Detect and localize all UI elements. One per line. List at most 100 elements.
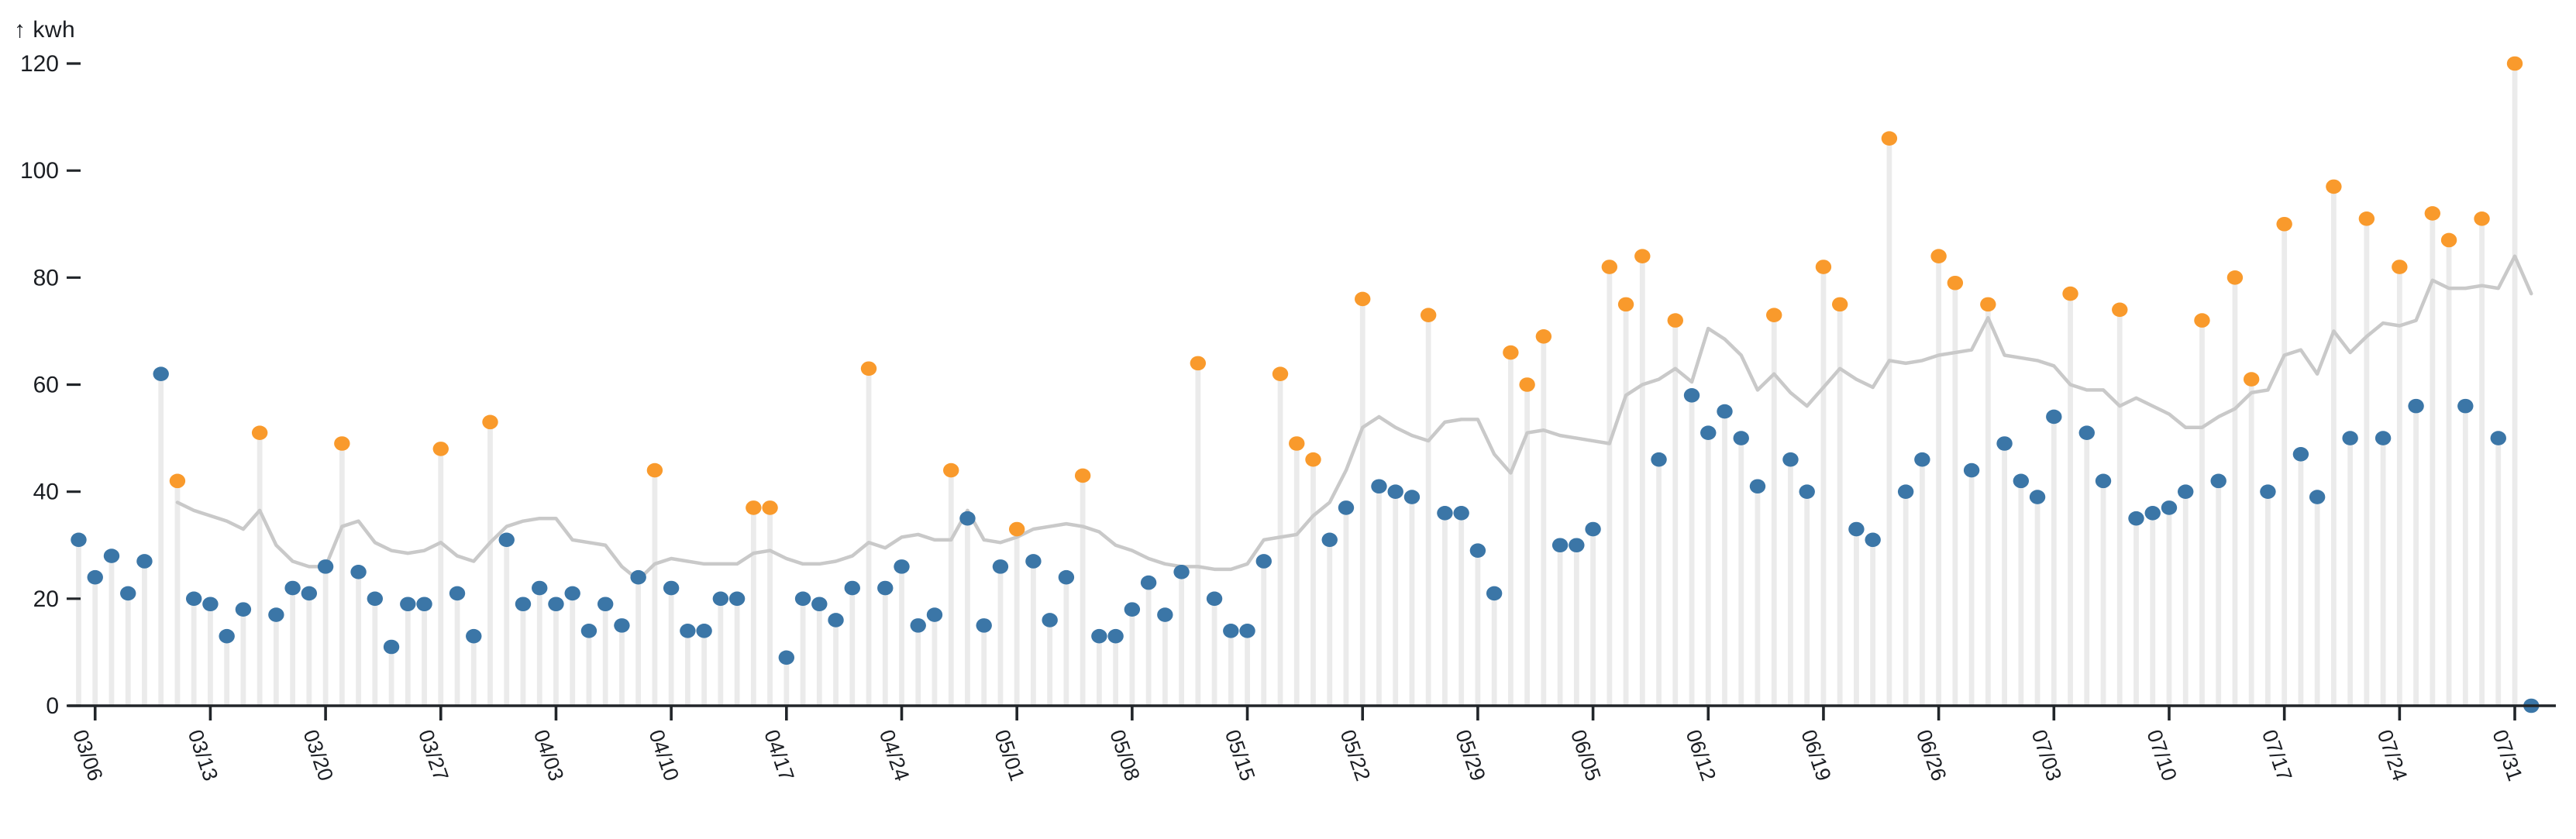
- high-usage-dot: [1420, 308, 1437, 322]
- high-usage-dot: [482, 414, 498, 430]
- daily-usage-dot: [1140, 575, 1157, 590]
- daily-usage-dot: [1569, 538, 1585, 553]
- high-usage-dot: [251, 425, 268, 440]
- daily-usage-dot: [515, 597, 532, 612]
- daily-usage-dot: [2029, 490, 2046, 504]
- high-usage-dot: [943, 462, 959, 478]
- daily-usage-dot: [498, 532, 515, 548]
- high-usage-dot: [1617, 297, 1634, 312]
- daily-usage-dot: [926, 607, 943, 622]
- daily-usage-dot: [1717, 404, 1733, 419]
- x-tick-label: 07/03: [2027, 727, 2066, 784]
- x-tick-label: 05/01: [990, 727, 1029, 784]
- daily-usage-dot: [2457, 398, 2474, 414]
- x-tick-label: 06/05: [1566, 727, 1605, 784]
- daily-usage-dot: [2046, 409, 2062, 425]
- high-usage-dot: [762, 500, 778, 515]
- daily-usage-dot: [532, 580, 548, 596]
- high-usage-dot: [1305, 452, 1321, 467]
- daily-usage-dot: [811, 597, 828, 612]
- daily-usage-dot: [1453, 506, 1469, 521]
- daily-usage-dot: [466, 628, 482, 644]
- daily-usage-dot: [71, 532, 87, 548]
- daily-usage-dot: [1107, 628, 1124, 644]
- daily-usage-dot: [1865, 532, 1881, 548]
- daily-usage-dot: [2309, 490, 2326, 504]
- daily-usage-dot: [1239, 623, 1255, 638]
- daily-usage-dot: [828, 613, 844, 628]
- high-usage-dot: [1519, 377, 1535, 392]
- daily-usage-dot: [185, 591, 202, 607]
- high-usage-dot: [646, 462, 663, 478]
- daily-usage-dot: [202, 597, 219, 612]
- x-tick-label: 05/15: [1221, 727, 1259, 784]
- daily-usage-dot: [1403, 490, 1421, 504]
- daily-usage-dot: [2292, 447, 2309, 462]
- daily-usage-dot: [1749, 479, 1766, 494]
- daily-usage-dot: [2161, 500, 2178, 515]
- x-tick-label: 07/17: [2257, 727, 2296, 784]
- x-tick-label: 06/26: [1912, 727, 1951, 784]
- daily-usage-dot: [103, 548, 120, 563]
- x-tick-label: 04/17: [759, 727, 798, 784]
- daily-usage-dot: [350, 564, 367, 579]
- high-usage-dot: [1190, 356, 1207, 371]
- daily-usage-dot: [1437, 506, 1453, 521]
- high-usage-dot: [2506, 56, 2523, 71]
- high-usage-dot: [1881, 131, 1898, 146]
- high-usage-dot: [1766, 308, 1782, 322]
- daily-usage-dot: [301, 586, 318, 601]
- daily-usage-dot: [844, 580, 860, 596]
- daily-usage-dot: [1683, 388, 1700, 403]
- daily-usage-dot: [2342, 431, 2358, 445]
- high-usage-dot: [334, 436, 350, 451]
- x-tick-label: 05/22: [1336, 727, 1375, 784]
- y-tick-label: 0: [46, 693, 59, 719]
- daily-usage-dot: [1700, 425, 1717, 440]
- daily-usage-dot: [1897, 484, 1914, 499]
- daily-usage-dot: [1469, 543, 1486, 558]
- daily-usage-dot: [580, 623, 598, 638]
- daily-usage-dot: [367, 591, 384, 607]
- y-tick-label: 20: [33, 586, 59, 612]
- y-tick-label: 80: [33, 265, 59, 291]
- daily-usage-dot: [1157, 607, 1173, 622]
- daily-usage-dot: [1799, 484, 1815, 499]
- daily-usage-dot: [2260, 484, 2276, 499]
- daily-usage-dot: [1091, 628, 1107, 644]
- daily-usage-dot: [235, 602, 252, 617]
- daily-usage-dot: [712, 591, 729, 607]
- x-tick-label: 07/31: [2488, 727, 2526, 784]
- daily-usage-dot: [778, 650, 795, 665]
- daily-usage-dot: [614, 618, 630, 633]
- daily-usage-dot: [383, 639, 400, 655]
- high-usage-dot: [1947, 275, 1964, 291]
- high-usage-dot: [2474, 211, 2490, 226]
- high-usage-dot: [1667, 313, 1683, 328]
- high-usage-dot: [1930, 249, 1947, 264]
- daily-usage-dot: [449, 586, 466, 601]
- x-tick-label: 04/03: [529, 727, 568, 784]
- daily-usage-dot: [1914, 452, 1930, 467]
- daily-usage-dot: [1255, 554, 1272, 569]
- daily-usage-dot: [1782, 452, 1799, 467]
- high-usage-dot: [1008, 521, 1025, 537]
- daily-usage-dot: [1206, 591, 1223, 607]
- x-tick-label: 06/19: [1796, 727, 1835, 784]
- daily-usage-dot: [1173, 564, 1190, 579]
- daily-usage-dot: [597, 597, 614, 612]
- daily-usage-dot: [1025, 554, 1042, 569]
- daily-usage-dot: [136, 554, 153, 569]
- daily-usage-dot: [1486, 586, 1503, 601]
- daily-usage-dot: [894, 559, 910, 574]
- high-usage-dot: [2276, 216, 2292, 232]
- daily-usage-dot: [2210, 473, 2226, 489]
- daily-usage-dot: [268, 607, 284, 622]
- high-usage-dot: [1503, 345, 1519, 360]
- daily-usage-dot: [1042, 613, 1058, 628]
- x-tick-label: 03/27: [414, 727, 453, 784]
- high-usage-dot: [1980, 297, 1996, 312]
- x-tick-label: 04/10: [644, 727, 683, 784]
- x-tick-label: 03/13: [184, 727, 222, 784]
